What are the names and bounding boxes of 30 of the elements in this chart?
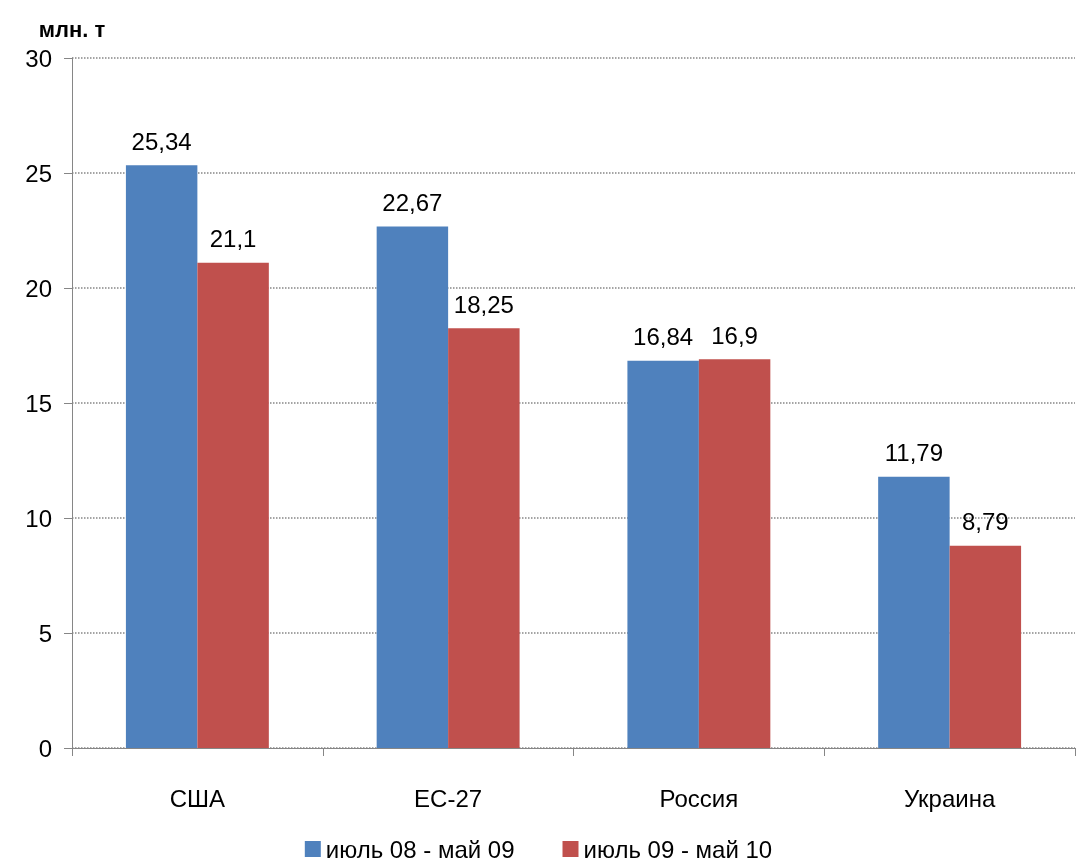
x-tick-label: США [169, 784, 226, 812]
text: 11,79 [884, 439, 944, 467]
text: 16,9 [711, 321, 758, 349]
x-tick-label: Россия [659, 784, 739, 812]
bar [448, 328, 520, 748]
bar [125, 165, 198, 748]
y-tick-label: 10 [25, 504, 52, 532]
y-tick-label: 0 [38, 734, 52, 762]
y-tick-label: 20 [25, 274, 52, 302]
text: 21,1 [209, 225, 257, 253]
bar [949, 545, 1022, 748]
x-tick-label: ЕС-27 [414, 784, 483, 812]
bar [627, 360, 699, 748]
text: 18,25 [453, 290, 514, 318]
bar [878, 476, 950, 748]
y-tick-label: 15 [25, 389, 52, 417]
bar [197, 262, 269, 748]
legend-label: июль 09 - май 10 [583, 835, 773, 863]
y-tick-label: 5 [38, 619, 52, 647]
text: 16,84 [633, 323, 694, 351]
text: 22,67 [382, 189, 443, 217]
text: 25,34 [131, 127, 192, 155]
text: 8,79 [962, 508, 1009, 536]
legend-label: июль 08 - май 09 [325, 835, 515, 863]
bar [376, 226, 449, 748]
y-tick-label: 25 [25, 159, 52, 187]
bar [698, 359, 771, 748]
y-axis-title: млн. т [38, 16, 106, 42]
y-tick-label: 30 [25, 44, 52, 72]
x-tick-label: Украина [903, 784, 996, 812]
